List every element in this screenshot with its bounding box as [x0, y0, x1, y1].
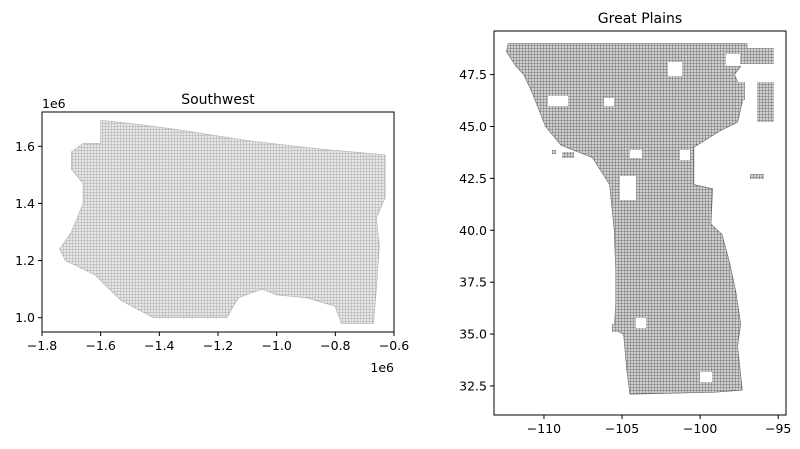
y-tick-label: 47.5 [459, 67, 487, 82]
y-tick-label: 42.5 [459, 171, 487, 186]
southwest-y-offset-label: 1e6 [42, 96, 66, 111]
x-tick-label: −0.6 [379, 338, 409, 353]
great-plains-title: Great Plains [598, 11, 682, 27]
outlying-cells [757, 82, 774, 122]
outlying-cells [750, 174, 764, 179]
y-tick-label: 35.0 [459, 327, 487, 342]
outlying-cells [562, 152, 574, 158]
y-tick-label: 45.0 [459, 119, 487, 134]
x-tick-label: −1.2 [203, 338, 233, 353]
x-tick-label: −100 [683, 421, 717, 436]
x-tick-label: −1.6 [85, 338, 115, 353]
x-tick-label: −110 [527, 421, 561, 436]
y-tick-label: 1.2 [15, 253, 35, 268]
southwest-y-ticks: 1.0 1.2 1.4 1.6 [15, 139, 42, 325]
outlying-cells [735, 82, 745, 100]
x-tick-label: −105 [605, 421, 639, 436]
x-tick-label: −95 [765, 421, 791, 436]
outlying-cells [612, 324, 618, 332]
region-gap [630, 150, 642, 158]
x-tick-label: −1.8 [27, 338, 57, 353]
region-gap [668, 62, 682, 76]
region-gap [620, 176, 636, 200]
great-plains-x-ticks: −110 −105 −100 −95 [527, 415, 791, 436]
southwest-x-offset-label: 1e6 [370, 360, 394, 375]
outlying-cells [740, 48, 774, 64]
great-plains-region [506, 43, 748, 395]
region-gap [726, 54, 744, 66]
x-tick-label: −1.4 [144, 338, 174, 353]
southwest-x-ticks: −1.8 −1.6 −1.4 −1.2 −1.0 −0.8 −0.6 [27, 332, 409, 353]
great-plains-y-ticks: 32.5 35.0 37.5 40.0 42.5 45.0 47.5 [459, 67, 494, 393]
region-gap [700, 372, 712, 382]
region-gap [680, 150, 690, 160]
y-tick-label: 37.5 [459, 275, 487, 290]
region-gap [636, 318, 646, 328]
great-plains-gaps [548, 54, 744, 382]
y-tick-label: 40.0 [459, 223, 487, 238]
y-tick-label: 32.5 [459, 378, 487, 393]
region-gap [604, 98, 614, 106]
southwest-panel: −1.8 −1.6 −1.4 −1.2 −1.0 −0.8 −0.6 1.01.21.41.… [15, 92, 409, 375]
x-tick-label: −1.0 [261, 338, 291, 353]
y-tick-label: 1.0 [15, 310, 35, 325]
southwest-title: Southwest [181, 92, 255, 108]
southwest-region [59, 120, 386, 324]
great-plains-panel: −110 −105 −100 −95 32.5 35.0 37.5 40.0 42.5 45.0… [459, 11, 791, 436]
x-tick-label: −0.8 [320, 338, 350, 353]
y-tick-label: 1.6 [15, 139, 35, 154]
y-tick-label: 1.4 [15, 196, 35, 211]
great-plains-outlying-cells [552, 48, 774, 332]
outlying-cells [552, 150, 556, 154]
region-gap [548, 96, 568, 106]
great-plains-axes-frame [493, 30, 787, 416]
